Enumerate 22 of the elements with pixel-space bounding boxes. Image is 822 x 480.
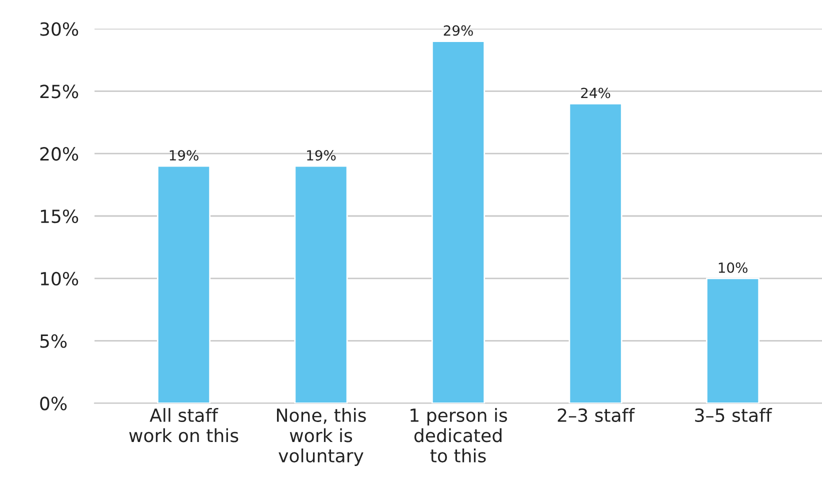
y-tick-label: 0% (40, 396, 67, 410)
bar (706, 278, 760, 404)
y-tick-label: 25% (40, 84, 78, 98)
x-tick-label: None, this work is voluntary (277, 408, 366, 466)
data-label: 10% (718, 262, 748, 273)
bar (568, 102, 622, 404)
x-tick-label: All staff work on this (129, 408, 238, 442)
y-tick-label: 30% (40, 22, 78, 36)
bar (431, 40, 486, 404)
data-label: 29% (444, 25, 473, 36)
y-tick-label: 15% (40, 209, 78, 224)
data-label: 19% (307, 150, 336, 161)
x-tick-label: 3–5 staff (695, 408, 772, 422)
x-tick-label: 2–3 staff (558, 408, 635, 422)
bar (294, 165, 348, 404)
y-tick-label: 20% (40, 147, 78, 161)
y-tick-label: 10% (40, 272, 78, 286)
bar (156, 165, 211, 404)
y-tick-label: 5% (40, 334, 67, 348)
x-tick-label: 1 person is dedicated to this (410, 408, 508, 462)
data-label: 24% (581, 88, 610, 98)
data-label: 19% (170, 150, 198, 161)
